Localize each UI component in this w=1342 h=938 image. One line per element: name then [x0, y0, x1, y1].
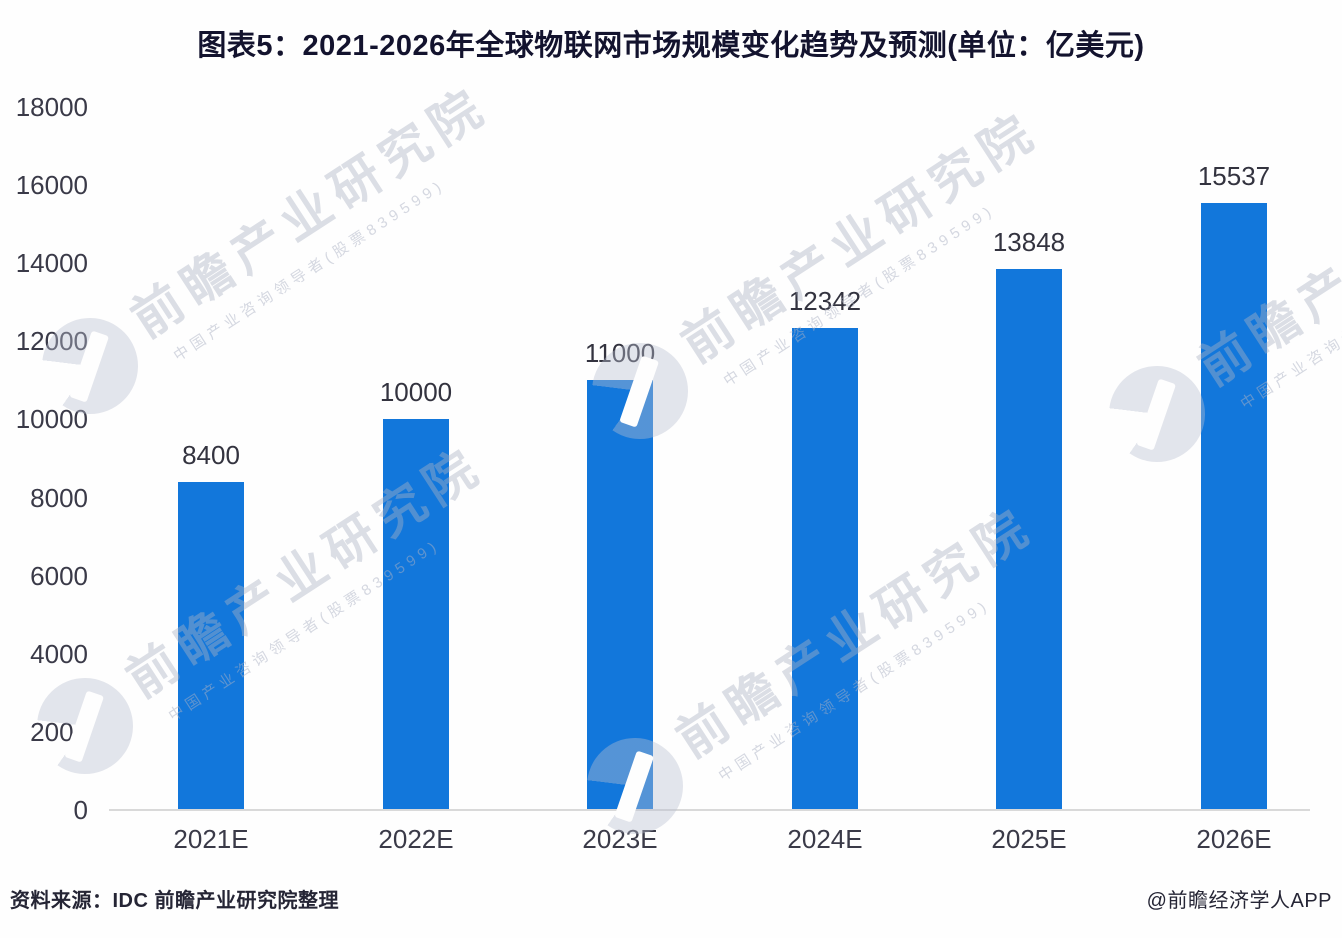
bar-value-label: 13848 [992, 227, 1066, 257]
source-note: 资料来源：IDC 前瞻产业研究院整理 [10, 890, 339, 912]
x-axis-tick-label: 2021E [173, 824, 249, 854]
bar-value-label: 8400 [182, 440, 240, 470]
x-axis-tick-label: 2023E [582, 824, 658, 854]
y-axis-tick-label: 10000 [15, 404, 88, 435]
x-axis-tick-label: 2024E [787, 824, 863, 854]
bar-2022E [383, 419, 449, 810]
watermark-subtext: 中国产业咨询领导者(股票839599) [170, 176, 449, 365]
bar-value-label: 12342 [788, 286, 862, 316]
chart-title: 图表5：2021-2026年全球物联网市场规模变化趋势及预测(单位：亿美元) [197, 30, 1145, 62]
bar-value-label: 15537 [1197, 161, 1271, 191]
bar-2023E [587, 380, 653, 810]
x-axis-tick-label: 2022E [378, 824, 454, 854]
y-axis-tick-label: 8000 [30, 482, 88, 513]
x-axis-tick-label: 2026E [1196, 824, 1272, 854]
bar-2021E [178, 482, 244, 810]
y-axis-tick-label: 2000 [30, 716, 88, 747]
y-axis-tick-label: 16000 [15, 170, 88, 201]
bar-2025E [996, 269, 1062, 810]
x-axis-line [109, 809, 1310, 811]
y-axis-tick-label: 18000 [15, 92, 88, 122]
bar-value-label: 11000 [584, 338, 656, 368]
y-axis-tick-label: 14000 [15, 248, 88, 279]
bar-2024E [792, 328, 858, 810]
bar-value-label: 10000 [379, 377, 453, 407]
y-axis-tick-label: 0 [73, 795, 88, 825]
y-axis-tick-label: 4000 [30, 638, 88, 669]
credit-note: @前瞻经济学人APP [1146, 890, 1332, 912]
y-axis-tick-label: 12000 [15, 326, 88, 357]
x-axis-tick-label: 2025E [991, 824, 1067, 854]
watermark-text: 前瞻产业研究院 [121, 76, 499, 349]
bar-2026E [1201, 203, 1267, 810]
y-axis-tick-label: 6000 [30, 560, 88, 591]
